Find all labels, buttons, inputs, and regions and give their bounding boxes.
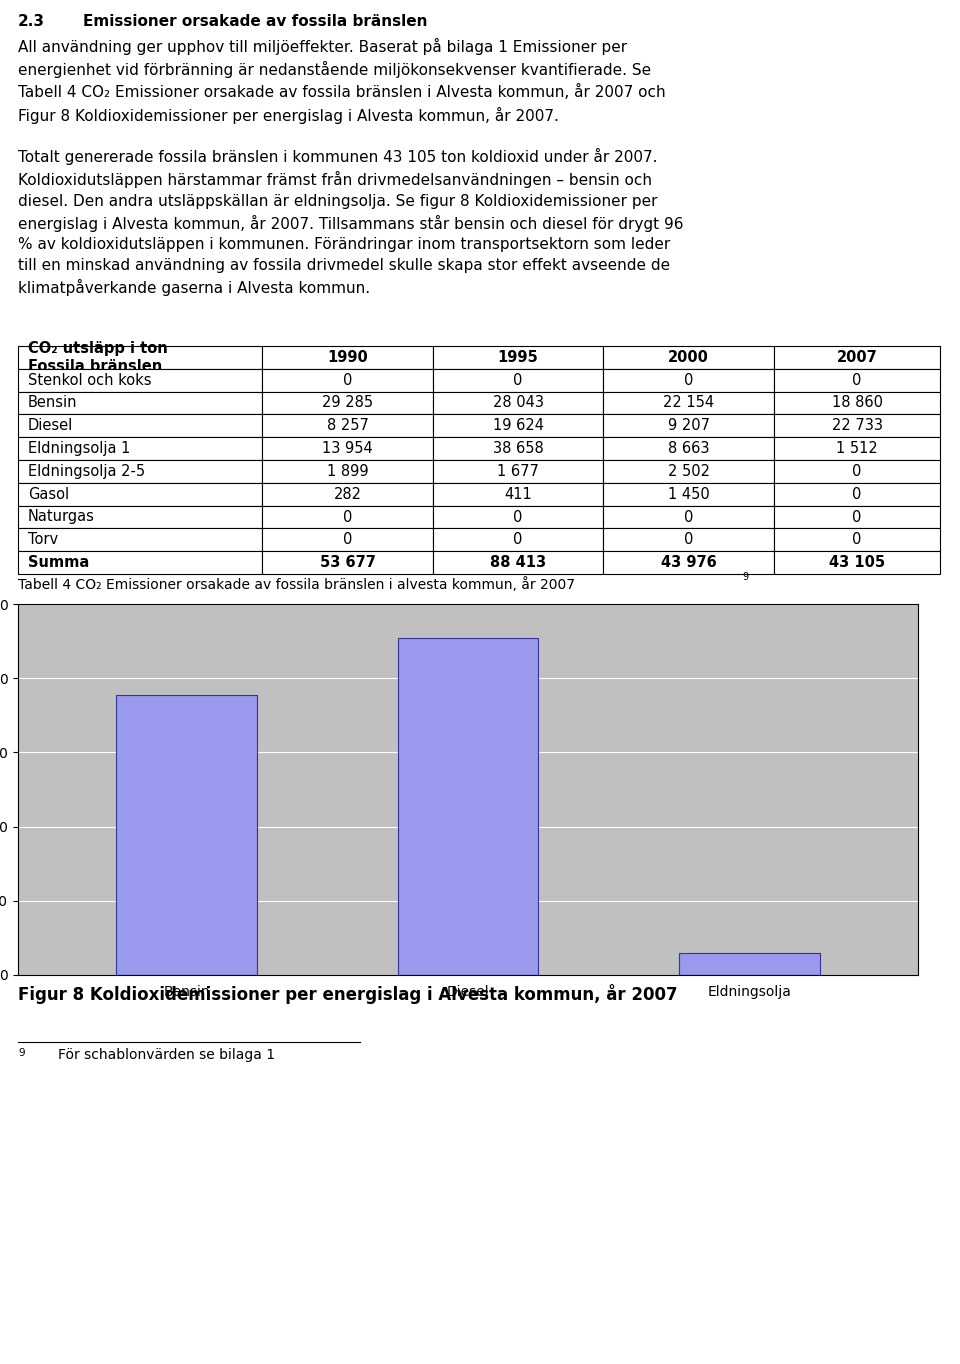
Text: Totalt genererade fossila bränslen i kommunen 43 105 ton koldioxid under år 2007: Totalt genererade fossila bränslen i kom… [18, 149, 684, 296]
Text: Emissioner orsakade av fossila bränslen: Emissioner orsakade av fossila bränslen [84, 14, 428, 29]
Bar [679, 952, 820, 975]
Text: Tabell 4 CO₂ Emissioner orsakade av fossila bränslen i alvesta kommun, år 2007: Tabell 4 CO₂ Emissioner orsakade av foss… [18, 577, 575, 592]
Text: 2.3: 2.3 [18, 14, 45, 29]
Bar [116, 696, 257, 975]
Text: För schablonvärden se bilaga 1: För schablonvärden se bilaga 1 [59, 1048, 276, 1063]
Text: Figur 8 Koldioxidemissioner per energislag i Alvesta kommun, år 2007: Figur 8 Koldioxidemissioner per energisl… [18, 983, 678, 1004]
Text: 9: 9 [18, 1048, 25, 1058]
Text: All användning ger upphov till miljöeffekter. Baserat på bilaga 1 Emissioner per: All användning ger upphov till miljöeffe… [18, 38, 665, 124]
Text: 9: 9 [743, 572, 749, 581]
Bar [397, 637, 539, 975]
